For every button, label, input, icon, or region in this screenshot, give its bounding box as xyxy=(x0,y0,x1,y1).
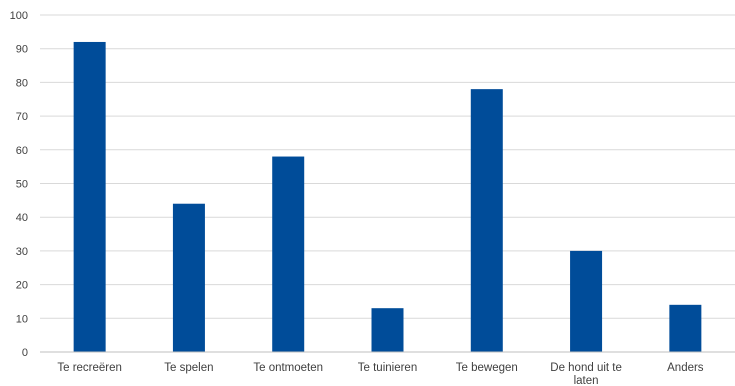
x-tick-label: Anders xyxy=(667,362,704,374)
x-tick-label: Te bewegen xyxy=(456,362,518,374)
y-tick-label: 50 xyxy=(16,179,28,191)
y-tick-label: 10 xyxy=(16,313,28,325)
bar xyxy=(470,89,503,352)
y-tick-label: 0 xyxy=(22,347,28,359)
bar xyxy=(570,250,603,352)
y-tick-label: 100 xyxy=(10,10,28,22)
y-tick-label: 90 xyxy=(16,44,28,56)
bar xyxy=(669,304,702,352)
x-tick-label: Te ontmoeten xyxy=(253,362,323,374)
y-tick-label: 60 xyxy=(16,145,28,157)
y-tick-label: 70 xyxy=(16,111,28,123)
bar xyxy=(272,156,305,352)
bar xyxy=(73,41,106,353)
y-tick-label: 40 xyxy=(16,212,28,224)
x-axis: Te recreëren Te spelen Te ontmoeten Te tuin… xyxy=(40,351,735,386)
x-tick-label: laten xyxy=(574,375,599,386)
bar xyxy=(371,308,404,352)
x-tick-label: Te tuinieren xyxy=(358,362,417,374)
grid-lines xyxy=(40,14,735,353)
bars xyxy=(73,41,702,353)
y-tick-label: 80 xyxy=(16,77,28,89)
x-tick-label: Te recreëren xyxy=(57,362,122,374)
bar xyxy=(172,203,205,352)
y-axis: 0 10 20 30 40 50 60 70 80 90 100 xyxy=(10,10,28,359)
y-tick-label: 20 xyxy=(16,280,28,292)
x-tick-label: De hond uit te xyxy=(550,362,622,374)
x-tick-label: Te spelen xyxy=(164,362,213,374)
y-tick-label: 30 xyxy=(16,246,28,258)
